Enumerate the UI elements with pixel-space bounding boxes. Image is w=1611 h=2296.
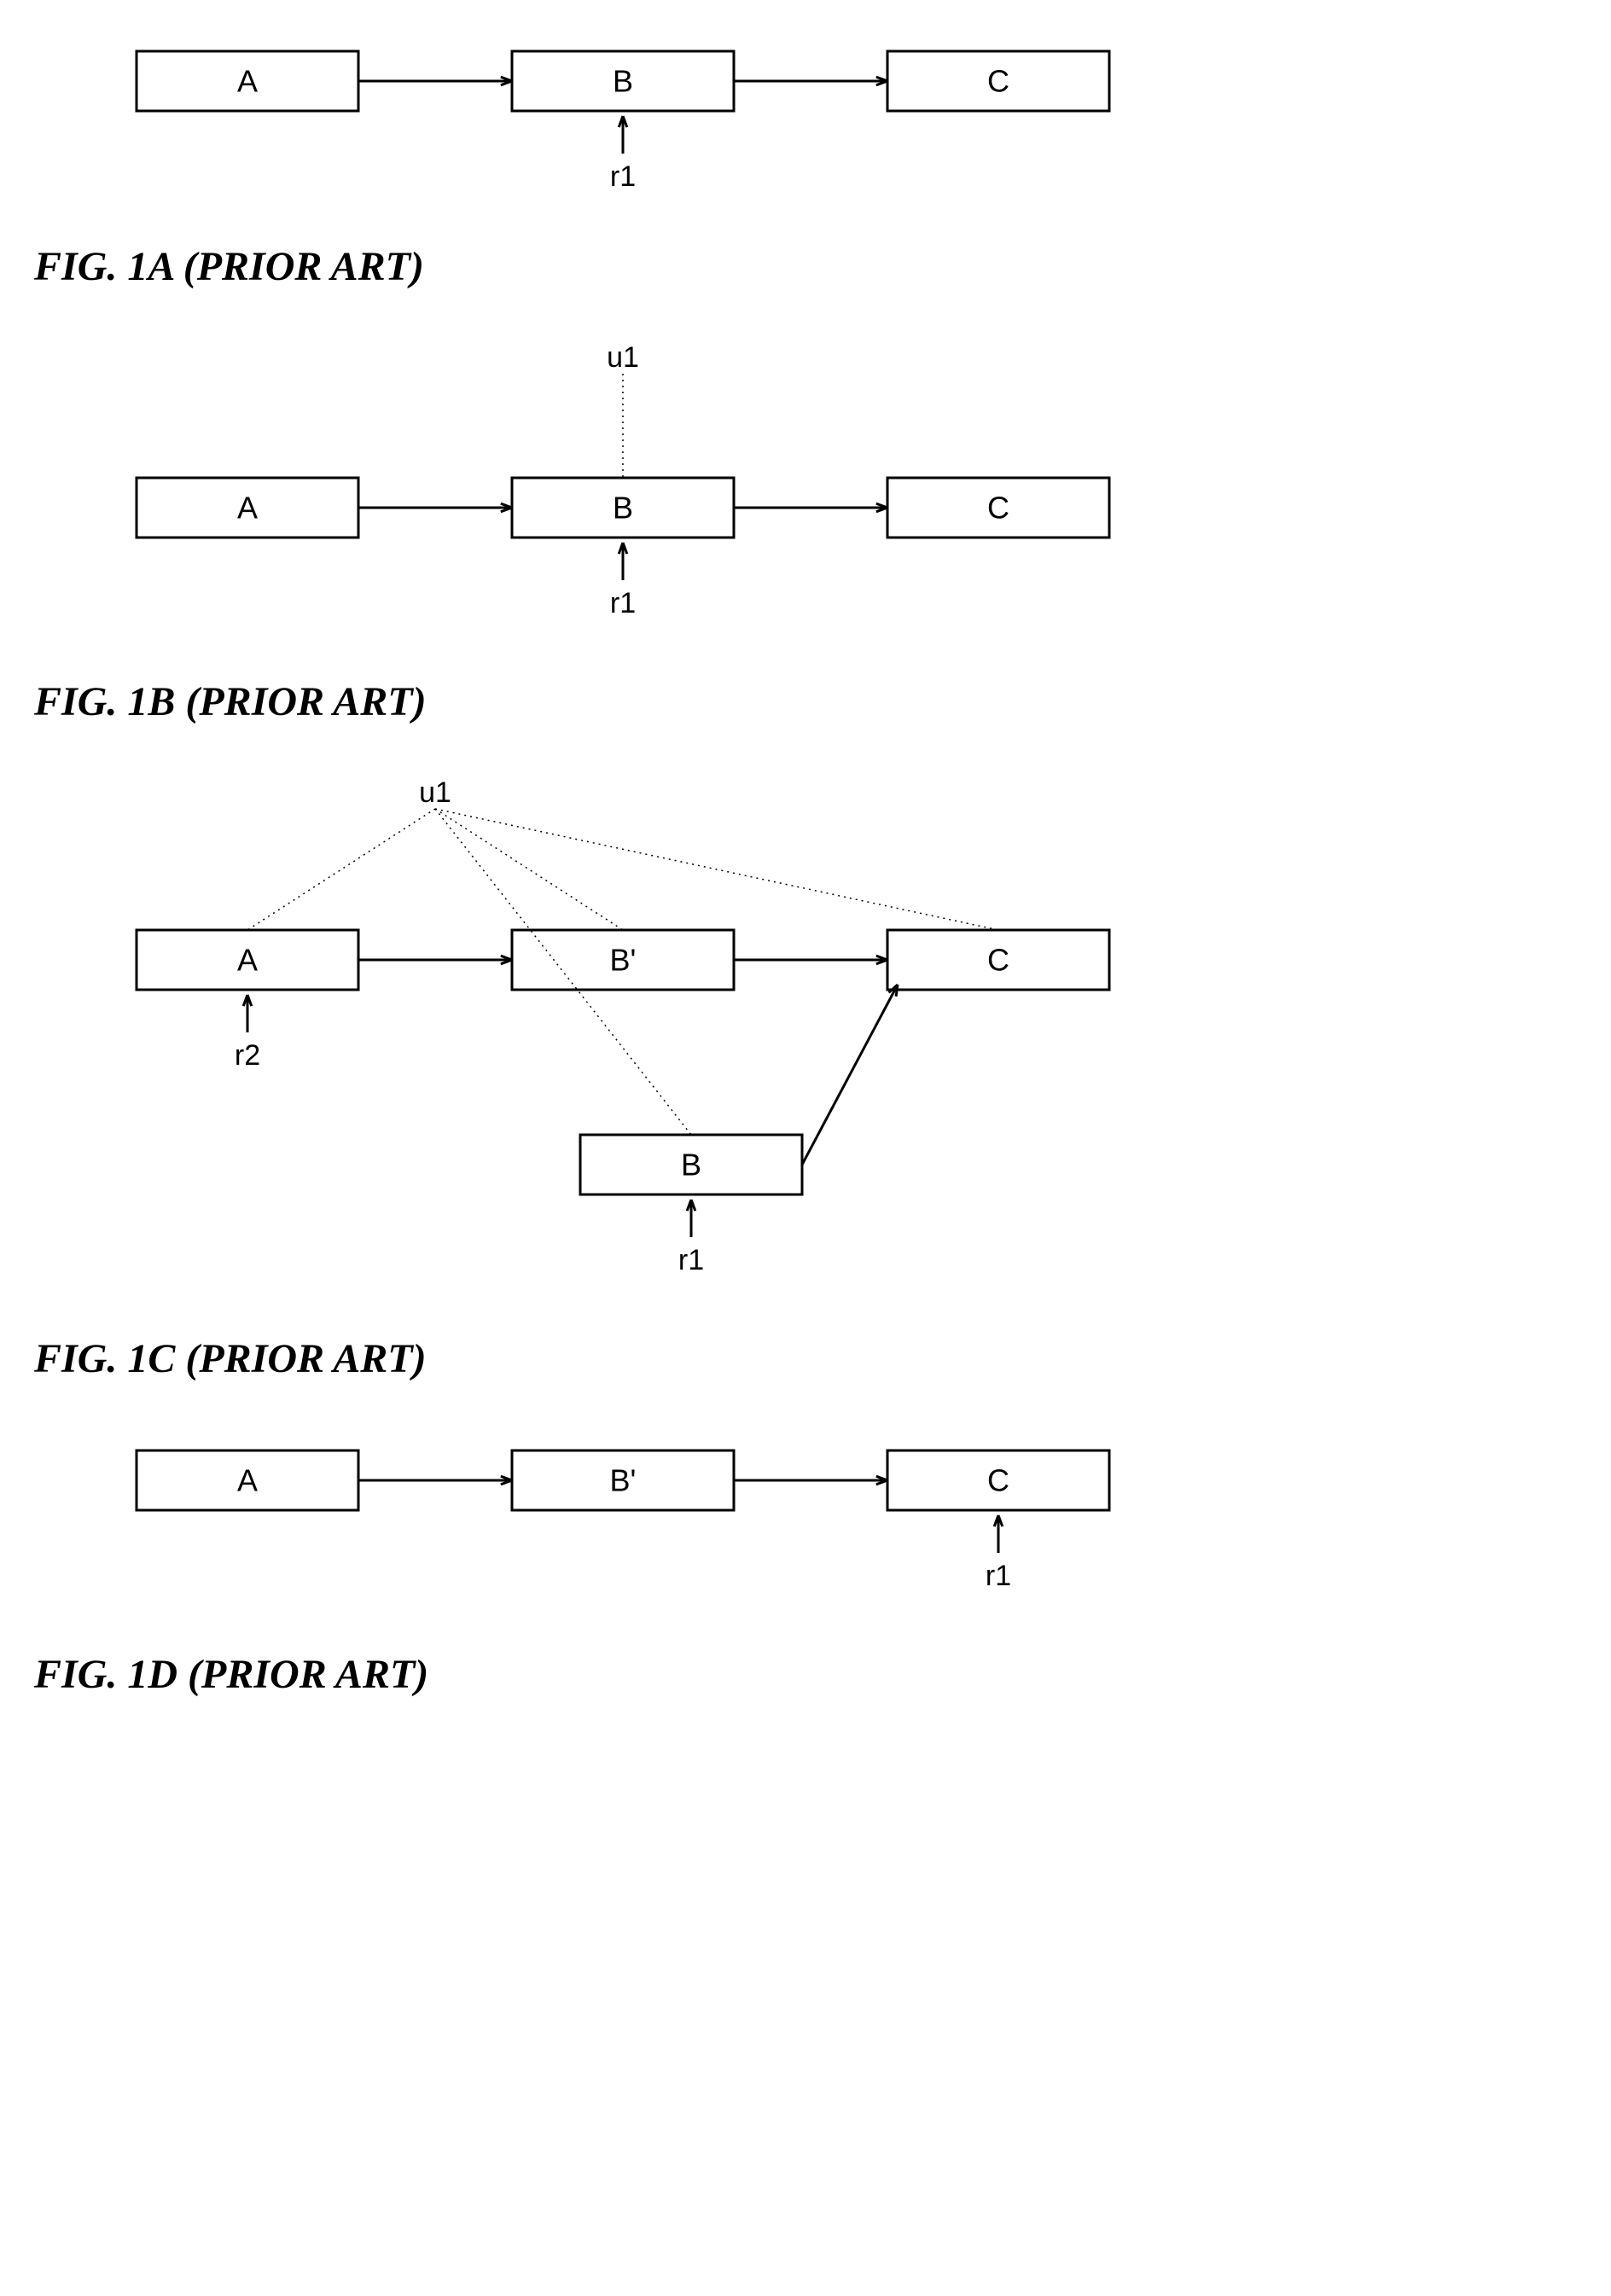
svg-text:r1: r1	[986, 1560, 1011, 1592]
svg-text:r1: r1	[610, 160, 636, 193]
figure-1c: u1 A B' C Br2 r1 FIG. 1C (PRIOR ART)	[34, 776, 1577, 1382]
figure-1a-svg: A B Cr1	[34, 34, 1229, 213]
figure-1b-svg: u1 A B Cr1	[34, 341, 1229, 648]
svg-text:C: C	[987, 491, 1009, 526]
svg-text:A: A	[237, 64, 258, 99]
svg-text:A: A	[237, 491, 258, 526]
svg-text:C: C	[987, 1463, 1009, 1498]
svg-text:u1: u1	[419, 776, 451, 809]
figure-1d: A B' Cr1 FIG. 1D (PRIOR ART)	[34, 1433, 1577, 1698]
svg-text:r1: r1	[678, 1244, 704, 1276]
figure-1d-svg: A B' Cr1	[34, 1433, 1229, 1621]
figure-1c-svg: u1 A B' C Br2 r1	[34, 776, 1229, 1305]
svg-text:r2: r2	[235, 1039, 260, 1072]
svg-text:C: C	[987, 64, 1009, 99]
svg-text:B: B	[613, 64, 633, 99]
svg-text:A: A	[237, 943, 258, 978]
figure-1b: u1 A B Cr1 FIG. 1B (PRIOR ART)	[34, 341, 1577, 725]
svg-text:A: A	[237, 1463, 258, 1498]
svg-text:u1: u1	[607, 341, 639, 374]
svg-text:B: B	[681, 1148, 701, 1183]
svg-text:B: B	[613, 491, 633, 526]
figure-1a-caption: FIG. 1A (PRIOR ART)	[34, 243, 1577, 290]
figure-1b-caption: FIG. 1B (PRIOR ART)	[34, 678, 1577, 725]
figure-1d-caption: FIG. 1D (PRIOR ART)	[34, 1651, 1577, 1698]
figure-1a: A B Cr1 FIG. 1A (PRIOR ART)	[34, 34, 1577, 290]
figure-1c-caption: FIG. 1C (PRIOR ART)	[34, 1335, 1577, 1382]
svg-text:r1: r1	[610, 587, 636, 619]
svg-text:B': B'	[610, 943, 637, 978]
svg-text:C: C	[987, 943, 1009, 978]
svg-text:B': B'	[610, 1463, 637, 1498]
